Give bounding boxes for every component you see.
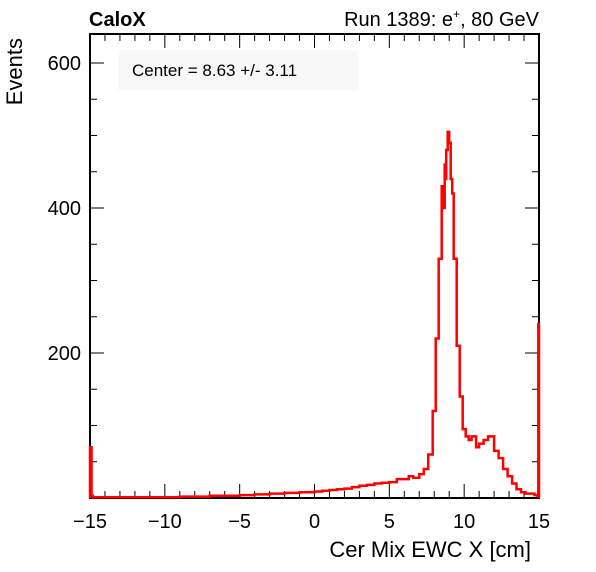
annotation-box xyxy=(118,50,358,90)
y-tick-label: 600 xyxy=(48,53,81,75)
x-axis-tick-labels: −15 −10 −5 0 5 10 15 xyxy=(73,511,550,533)
run-label-superscript: + xyxy=(453,7,460,21)
series-line xyxy=(88,130,541,499)
x-tick-label: −15 xyxy=(73,511,107,533)
x-tick-label: 10 xyxy=(453,511,475,533)
run-label-text: Run 1389: e xyxy=(344,9,453,31)
center-annotation: Center = 8.63 +/- 3.11 xyxy=(132,61,297,80)
x-tick-label: −10 xyxy=(148,511,182,533)
x-tick-label: 5 xyxy=(384,511,395,533)
run-label-energy: , 80 GeV xyxy=(460,9,540,31)
x-tick-label: 15 xyxy=(528,511,550,533)
x-tick-label: −5 xyxy=(228,511,251,533)
y-axis-label: Events xyxy=(2,38,27,105)
y-tick-label: 400 xyxy=(48,198,81,220)
y-axis-tick-labels: 200 400 600 xyxy=(48,53,81,365)
run-info-label: Run 1389: e+, 80 GeV xyxy=(344,7,540,31)
x-axis-label: Cer Mix EWC X [cm] xyxy=(329,537,531,562)
x-tick-label: 0 xyxy=(309,511,320,533)
y-tick-label: 200 xyxy=(48,343,81,365)
chart-title-calox: CaloX xyxy=(89,9,146,31)
